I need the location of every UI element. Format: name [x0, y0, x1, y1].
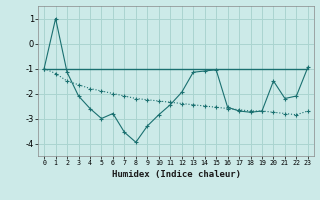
X-axis label: Humidex (Indice chaleur): Humidex (Indice chaleur): [111, 170, 241, 179]
